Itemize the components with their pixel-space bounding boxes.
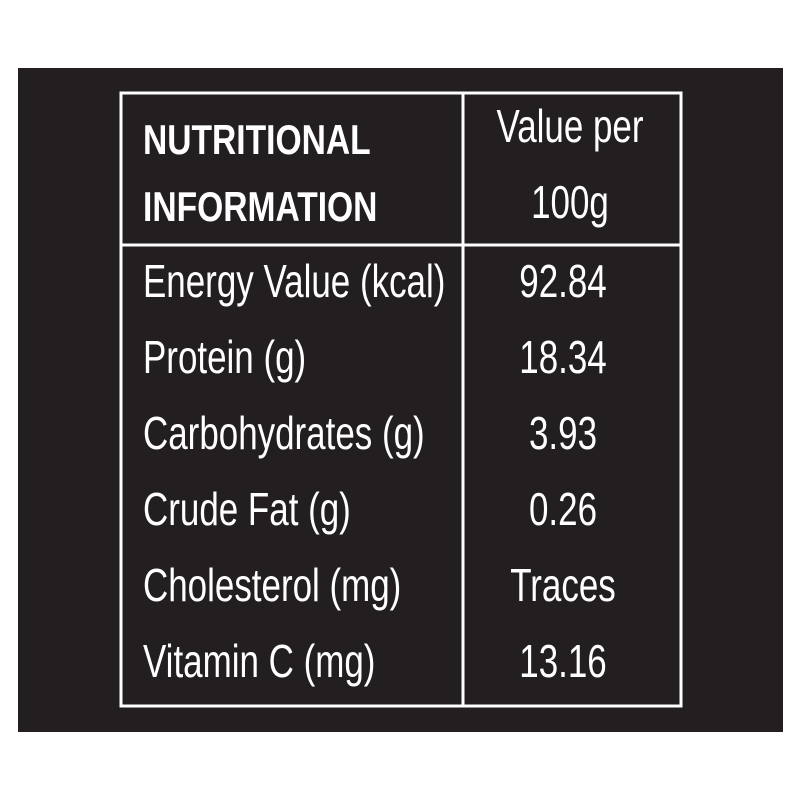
nutrient-name: Energy Value (kcal) <box>143 255 445 307</box>
header-title: INFORMATION <box>143 185 377 231</box>
nutrient-name: Vitamin C (mg) <box>143 635 375 687</box>
nutrient-value: 3.93 <box>529 407 597 459</box>
nutrient-name: Protein (g) <box>143 331 306 383</box>
nutrient-value: 0.26 <box>529 483 597 535</box>
nutrient-name: Cholesterol (mg) <box>143 559 401 611</box>
nutrient-name: Crude Fat (g) <box>143 483 351 535</box>
header-group: NUTRITIONAL INFORMATION <box>143 118 377 231</box>
nutrient-value: 13.16 <box>519 635 606 687</box>
nutrient-value: 92.84 <box>519 255 606 307</box>
nutrient-value: 18.34 <box>519 331 606 383</box>
header-value: Value per <box>496 100 643 152</box>
table-border <box>119 91 683 708</box>
nutrient-name: Carbohydrates (g) <box>143 407 425 459</box>
header-value: 100g <box>531 176 609 228</box>
label-panel <box>18 68 783 732</box>
nutrient-value: Traces <box>510 559 616 611</box>
header-title: NUTRITIONAL <box>143 118 371 164</box>
body-group: Value per 100g Energy Value (kcal) 92.84 Pro… <box>143 100 644 687</box>
